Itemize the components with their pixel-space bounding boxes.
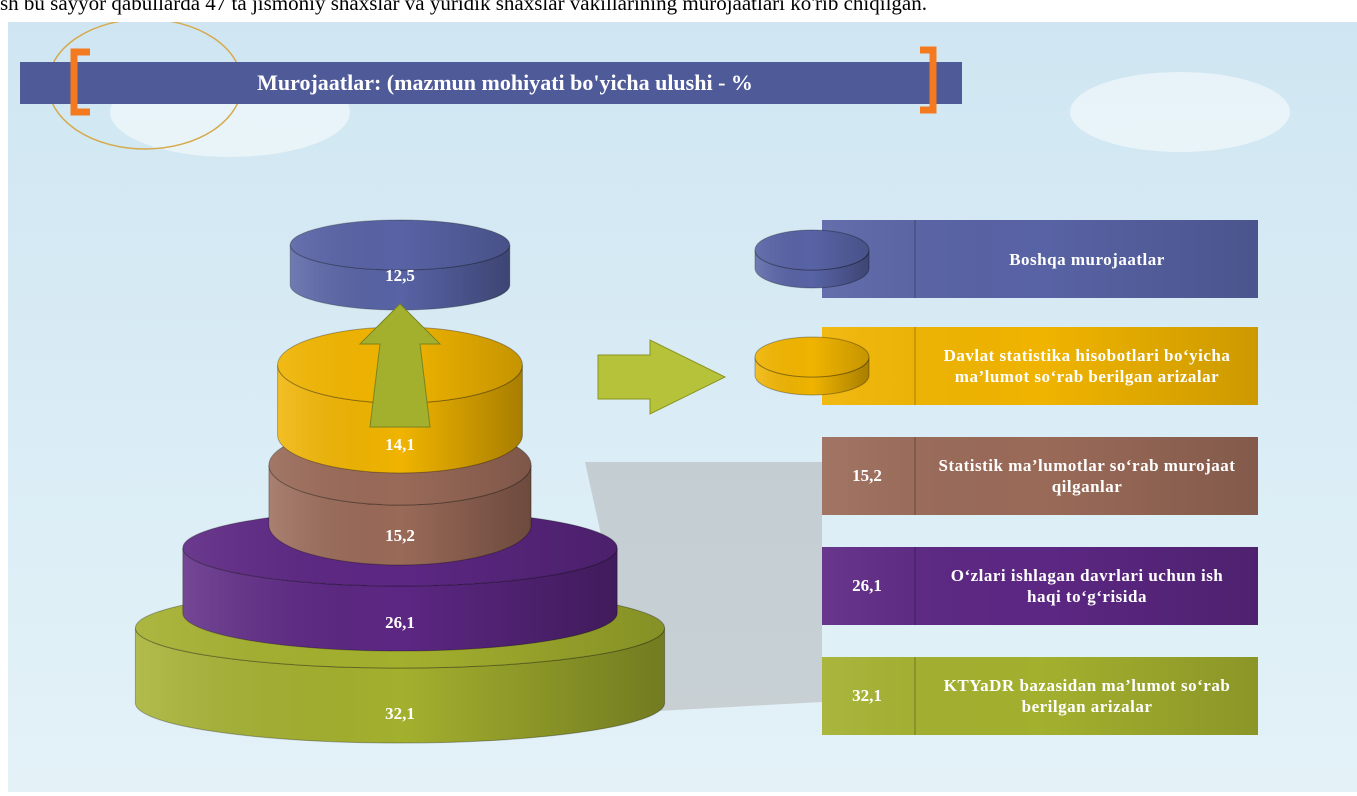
bracket <box>70 48 90 116</box>
disk-shade <box>182 548 618 651</box>
disk-value-label: 32,1 <box>385 704 415 723</box>
disk-shade <box>755 357 869 395</box>
legend-label: Boshqa murojaatlar <box>1009 249 1165 269</box>
legend-item <box>822 547 1258 625</box>
cloud <box>1070 72 1290 152</box>
disk-shade <box>755 250 869 288</box>
legend-item <box>754 327 1258 405</box>
disk <box>289 219 511 311</box>
legend-label: Davlat statistika hisobotlari bo‘yicha m… <box>943 346 1231 386</box>
legend-label: Statistik ma’lumotlar so‘rab murojaat qi… <box>938 456 1236 496</box>
disk-top-shade <box>755 337 869 377</box>
legend-value-label: 26,1 <box>852 576 882 595</box>
legend-box-shade <box>822 657 1258 735</box>
chart: Murojaatlar: (mazmun mohiyati bo'yicha u… <box>8 22 1357 792</box>
arrow-up-shape <box>358 303 442 428</box>
disk-top-shade <box>290 220 510 270</box>
legend-item <box>822 657 1258 735</box>
legend-box-shade <box>822 327 1258 405</box>
legend-value-label: 32,1 <box>852 686 882 705</box>
title-bar <box>20 62 962 104</box>
legend-label: KTYaDR bazasidan ma’lumot so‘rab berilga… <box>943 676 1231 716</box>
arrow-right <box>597 339 727 415</box>
disk-shade <box>135 628 665 744</box>
legend-value-label: 15,2 <box>852 466 882 485</box>
disk-shade <box>268 465 532 565</box>
legend-item <box>754 220 1258 298</box>
disk-value-label: 14,1 <box>385 435 415 454</box>
disk-value-label: 12,5 <box>385 266 415 285</box>
page-text: sh bu sayyor qabullarda 47 ta jismoniy s… <box>0 0 927 15</box>
disk-value-label: 15,2 <box>385 526 415 545</box>
legend-item <box>822 437 1258 515</box>
disk-value-label: 26,1 <box>385 613 415 632</box>
bracket <box>920 46 937 114</box>
legend-box-shade <box>822 220 1258 298</box>
legend-label: O‘zlari ishlagan davrlari uchun ish haqi… <box>950 566 1224 606</box>
disk-shade <box>290 245 510 310</box>
legend-box-shade <box>822 437 1258 515</box>
chart-title: Murojaatlar: (mazmun mohiyati bo'yicha u… <box>257 70 753 95</box>
legend-box-shade <box>822 547 1258 625</box>
arrow-up <box>358 303 442 428</box>
disk-top-shade <box>755 230 869 270</box>
